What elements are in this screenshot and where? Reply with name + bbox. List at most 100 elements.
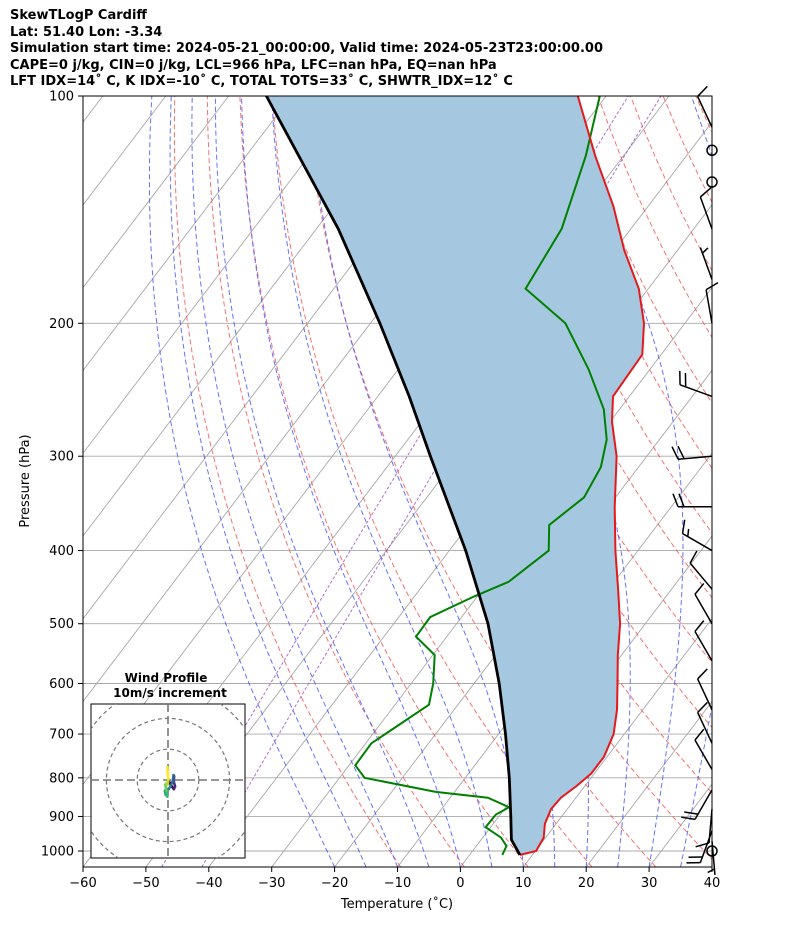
wind-barb: [696, 85, 713, 128]
wind-barb-calm: [706, 144, 718, 157]
temperature-line: [519, 96, 646, 856]
barb-flag: [681, 519, 686, 534]
moist-adiabat: [241, 96, 461, 867]
hodograph-subtitle: 10m/s increment: [113, 686, 227, 700]
isotherm-line: [775, 96, 794, 867]
wind-barb: [694, 620, 713, 662]
location-line: Lat: 51.40 Lon: -3.34: [10, 24, 163, 40]
x-tick-label: −20: [321, 876, 348, 891]
wind-barb: [681, 519, 713, 552]
hodograph-title: Wind Profile: [125, 671, 208, 685]
barb-staff: [689, 562, 713, 590]
wind-barb: [696, 668, 713, 711]
time-line: Simulation start time: 2024-05-21_00:00:…: [10, 41, 603, 56]
barb-flag: [688, 856, 703, 859]
barb-flag: [672, 493, 679, 508]
y-tick-label: 800: [49, 771, 74, 786]
x-tick-label: 20: [578, 876, 595, 891]
barb-staff: [699, 247, 713, 280]
wind-barb: [672, 493, 712, 508]
barb-flag: [679, 370, 681, 385]
barb-half-flag: [707, 868, 715, 874]
y-axis-title: Pressure (hPa): [18, 434, 33, 527]
x-tick-label: −40: [195, 876, 222, 891]
hodograph-inset: Wind Profile 10m/s increment: [90, 671, 246, 859]
x-axis-title: Temperature (˚C): [340, 896, 453, 912]
dry-adiabat: [728, 96, 794, 867]
barb-flag: [694, 582, 705, 595]
cape-area: [266, 96, 644, 855]
y-tick-label: 700: [49, 728, 74, 743]
moist-adiabat: [214, 96, 430, 867]
hodograph-plot: [91, 704, 245, 858]
isotherm-line: [83, 96, 292, 372]
barb-flag: [689, 550, 698, 564]
barb-staff: [708, 809, 713, 844]
dry-adiabat: [173, 96, 402, 867]
isotherm-line: [522, 617, 712, 867]
wind-barb: [694, 582, 713, 625]
barb-staff: [699, 196, 713, 230]
x-tick-label: 30: [641, 876, 658, 891]
barb-staff: [696, 678, 713, 711]
x-tick-label: 0: [456, 876, 464, 891]
wind-barb-calm: [706, 176, 718, 188]
x-tick-label: 40: [704, 876, 721, 891]
isotherm-line: [83, 96, 104, 123]
y-tick-label: 900: [49, 810, 74, 825]
wind-barbs: [671, 85, 719, 875]
isotherm-line: [585, 700, 712, 867]
dry-adiabat: [695, 96, 712, 134]
barb-flag: [671, 446, 679, 460]
barb-flag: [694, 620, 705, 632]
wind-barb: [699, 187, 713, 230]
barb-staff: [694, 593, 713, 625]
hodograph-ring: [136, 748, 200, 812]
dry-adiabat: [499, 96, 712, 534]
chart-header: SkewTLogP Cardiff Lat: 51.40 Lon: -3.34 …: [10, 8, 790, 91]
barb-flag: [678, 493, 685, 508]
barb-flag: [686, 861, 701, 864]
barb-flag: [684, 811, 699, 815]
isotherm-line: [334, 369, 712, 867]
moist-adiabat: [271, 96, 493, 867]
isotherm-line: [711, 866, 712, 867]
x-tick-label: 10: [515, 876, 532, 891]
barb-flag: [697, 701, 708, 713]
moist-adiabat: [711, 864, 712, 867]
barb-flag: [681, 816, 696, 821]
axes: −60 −50 −40 −30 −20 −10 0 10 20 30 40 1000 900 800 700…: [41, 90, 720, 892]
y-tick-label: 1000: [41, 845, 74, 860]
dry-adiabat: [532, 96, 712, 470]
wind-barb: [699, 247, 713, 280]
barb-staff: [679, 384, 713, 398]
wind-barb: [696, 701, 713, 744]
wind-barb: [707, 840, 716, 875]
y-tick-label: 600: [49, 677, 74, 692]
dry-adiabat: [206, 96, 465, 867]
cape-cin-shading: [266, 96, 644, 855]
y-tick-label: 300: [49, 450, 74, 465]
y-tick-label: 100: [49, 90, 74, 105]
dry-adiabat: [662, 96, 712, 204]
parcel-line: [265, 96, 522, 856]
cape-line: CAPE=0 j/kg, CIN=0 j/kg, LCL=966 hPa, LF…: [10, 57, 497, 73]
barb-flag: [694, 728, 705, 741]
wind-barb: [695, 809, 713, 848]
wind-barb: [681, 789, 713, 821]
dry-adiabat: [761, 96, 794, 867]
profile-lines: [265, 96, 646, 856]
wind-barb: [679, 370, 713, 398]
barb-flag: [684, 372, 687, 387]
moist-adiabat: [169, 96, 367, 867]
dry-adiabat: [271, 96, 593, 867]
barb-flag: [699, 187, 712, 198]
barb-staff: [694, 789, 713, 820]
isotherm-line: [83, 96, 355, 454]
indices-line: LFT IDX=14˚ C, K IDX=-10˚ C, TOTAL TOTS=…: [10, 74, 513, 89]
wind-barb: [705, 281, 719, 324]
y-tick-label: 200: [49, 317, 74, 332]
moist-adiabat: [191, 96, 398, 867]
barb-staff: [705, 289, 713, 324]
